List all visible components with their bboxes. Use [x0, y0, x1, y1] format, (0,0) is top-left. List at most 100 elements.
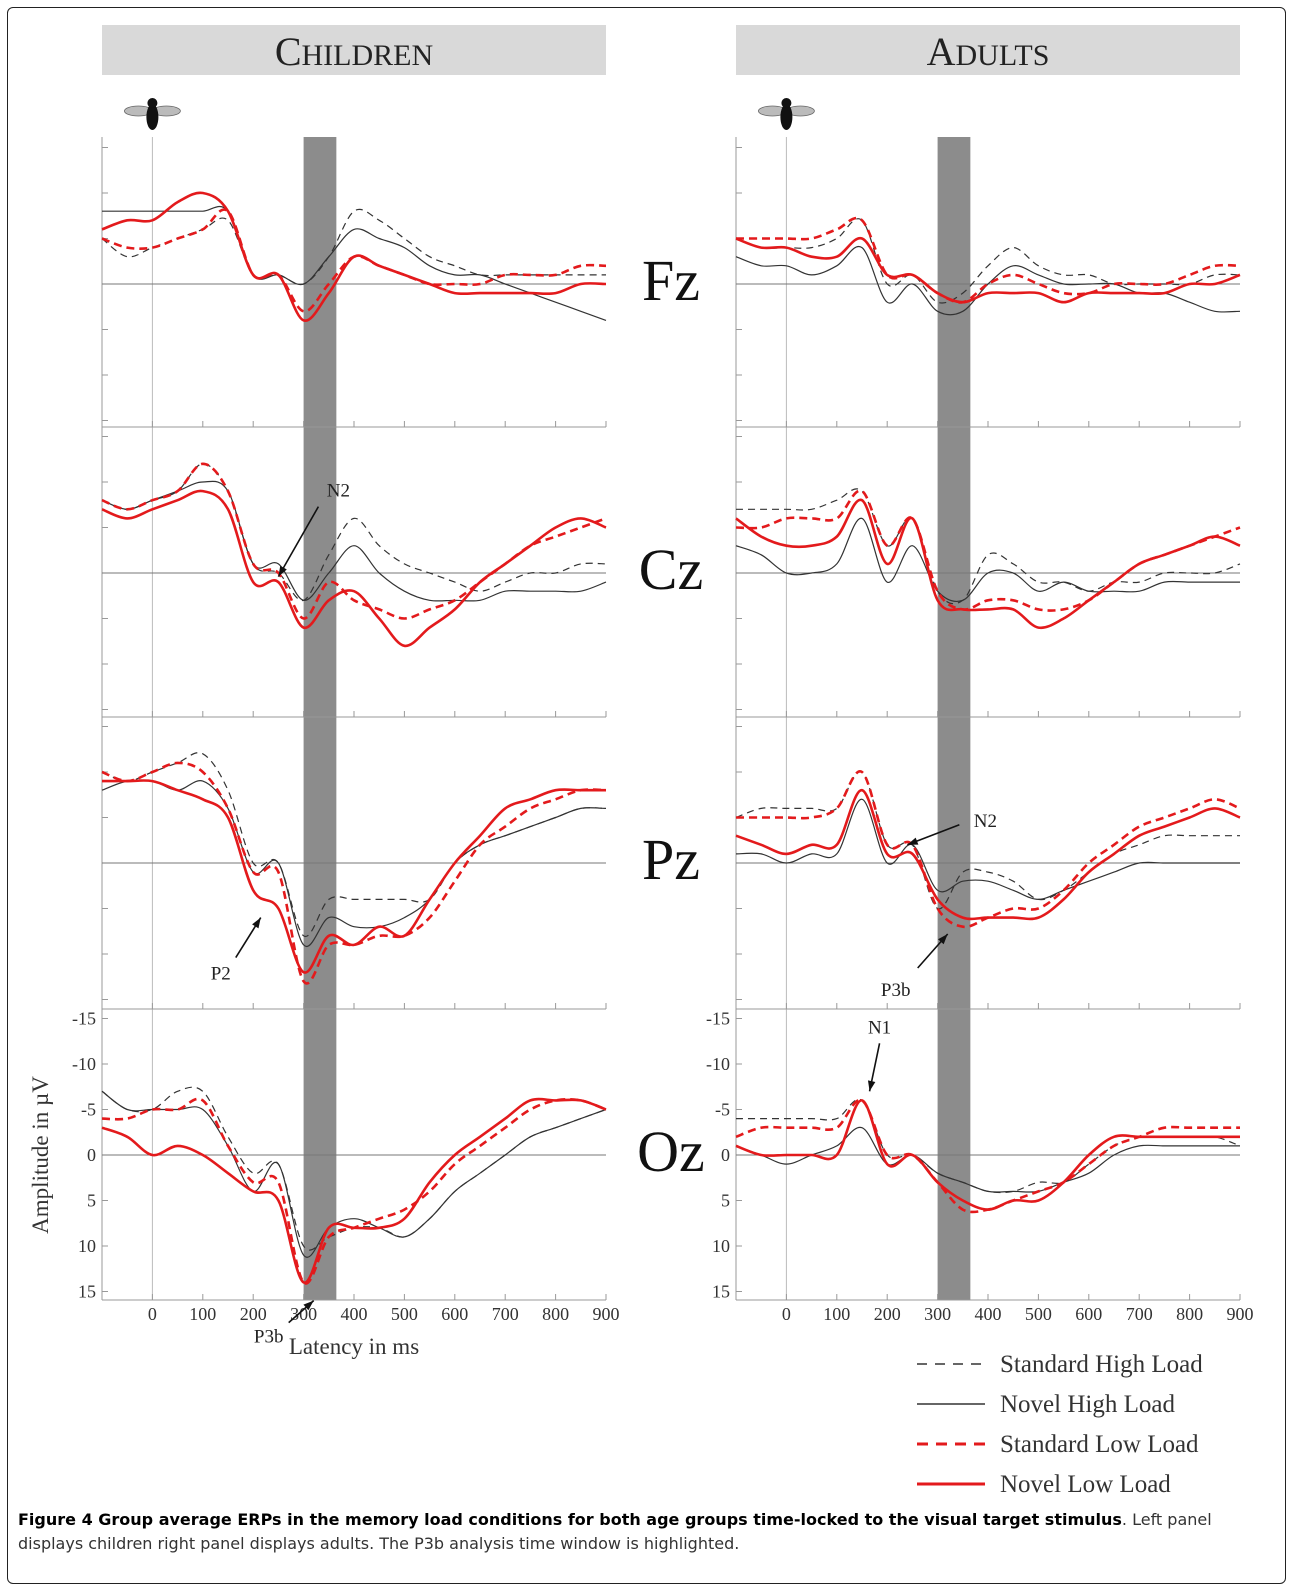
legend-label: Standard Low Load [1000, 1431, 1199, 1458]
annotation-label: N1 [868, 1017, 891, 1038]
series-novel-high-load [735, 517, 1240, 603]
electrode-label-oz: Oz [637, 1119, 705, 1184]
arrow-head [867, 1080, 876, 1092]
series-novel-low-load [101, 1097, 607, 1284]
arrow-head [278, 565, 287, 577]
series-standard-high-load [736, 488, 1241, 605]
y-tick-label: -5 [81, 1100, 96, 1120]
x-tick-label: 0 [148, 1304, 157, 1324]
annotation-label: P3b [881, 980, 911, 1001]
x-tick-label: 900 [1227, 1304, 1254, 1324]
y-tick-label: 5 [87, 1191, 96, 1211]
x-tick-label: 200 [240, 1304, 267, 1324]
annotation-p3b: P3b [881, 933, 949, 1001]
row-Oz [101, 1009, 607, 1301]
x-tick-label: 300 [924, 1304, 951, 1324]
series-novel-low-load [101, 489, 607, 648]
row-Cz [101, 427, 607, 718]
legend-label: Novel High Load [1000, 1391, 1175, 1418]
series-novel-high-load [735, 1126, 1241, 1193]
caption-rest: . Left panel displays children right pan… [18, 1510, 1212, 1553]
series-standard-low-load [736, 216, 1241, 304]
x-tick-label: 600 [1075, 1304, 1102, 1324]
series-standard-high-load [735, 770, 1240, 910]
legend: Standard High Load Novel High Load Standar… [917, 1351, 1203, 1498]
panel-title: CHILDREN [275, 29, 433, 74]
annotation-label: N2 [327, 481, 350, 502]
panel-header [736, 25, 1240, 75]
series-novel-low-load [102, 779, 606, 974]
arrow-head [938, 933, 948, 945]
x-tick-label: 700 [1126, 1304, 1153, 1324]
x-axis-label: Latency in ms [289, 1334, 419, 1359]
y-tick-label: 0 [721, 1145, 730, 1165]
x-tick-label: 0 [782, 1304, 791, 1324]
series-standard-low-load [736, 770, 1241, 929]
arrow-head [907, 837, 919, 845]
x-tick-label: 200 [874, 1304, 901, 1324]
series-novel-high-load [101, 1090, 607, 1258]
annotation-p3b: P3b [254, 1299, 315, 1348]
y-tick-label: 0 [87, 1145, 96, 1165]
x-tick-label: 100 [823, 1304, 850, 1324]
y-tick-label: -10 [72, 1054, 96, 1074]
panel-header [102, 25, 606, 75]
annotation-label: P3b [254, 1327, 284, 1348]
series-novel-low-load [735, 1099, 1240, 1211]
annotation-label: N2 [974, 811, 997, 832]
p3b-window-band [937, 137, 971, 1300]
y-tick-label: -5 [715, 1100, 730, 1120]
x-tick-label: 700 [492, 1304, 519, 1324]
annotation-n2: N2 [277, 481, 350, 578]
legend-label: Novel Low Load [1000, 1471, 1171, 1498]
y-tick-label: 5 [721, 1191, 730, 1211]
y-tick-label: 15 [78, 1282, 96, 1302]
series-standard-high-load [101, 208, 606, 286]
y-tick-label: 10 [712, 1236, 730, 1256]
x-tick-label: 800 [1176, 1304, 1203, 1324]
x-tick-label: 900 [593, 1304, 620, 1324]
annotation-p2: P2 [211, 917, 262, 985]
arrow-head [303, 1300, 314, 1311]
panel-title: ADULTS [927, 29, 1050, 74]
y-tick-label: -10 [706, 1054, 730, 1074]
legend-label: Standard High Load [1000, 1351, 1203, 1378]
series-novel-high-load [735, 798, 1240, 900]
x-tick-label: 400 [341, 1304, 368, 1324]
fly-icon [123, 98, 181, 130]
y-tick-label: -15 [706, 1009, 730, 1029]
series-novel-low-load [735, 788, 1241, 921]
x-tick-label: 300 [290, 1304, 317, 1324]
series-standard-low-load [101, 462, 607, 620]
series-novel-high-load [101, 480, 607, 602]
p3b-window-band [303, 137, 337, 1300]
arrow-head [252, 917, 261, 929]
figure-caption: Figure 4 Group average ERPs in the memor… [18, 1508, 1280, 1556]
series-standard-high-load [735, 218, 1241, 304]
annotation-label: P2 [211, 964, 231, 985]
caption-bold: Figure 4 Group average ERPs in the memor… [18, 1510, 1122, 1529]
annotation-n2: N2 [907, 811, 997, 846]
panel-children: CHILDREN -15 -10 -5 0 5 10 15 0 100 200 300 400 500 60… [72, 25, 620, 1348]
row-Pz [735, 717, 1241, 1010]
series-standard-low-load [735, 489, 1241, 612]
series-novel-low-load [101, 191, 607, 322]
y-tick-label: 15 [712, 1282, 730, 1302]
y-tick-label: -15 [72, 1009, 96, 1029]
electrode-label-pz: Pz [642, 827, 700, 892]
y-tick-label: 10 [78, 1236, 96, 1256]
series-standard-high-load [101, 1086, 607, 1251]
row-Pz [101, 717, 607, 1010]
x-tick-label: 800 [542, 1304, 569, 1324]
annotation-arrow [277, 506, 320, 578]
electrode-label-fz: Fz [642, 248, 700, 313]
series-standard-low-load [101, 1097, 607, 1285]
x-tick-label: 400 [975, 1304, 1002, 1324]
row-Fz [735, 137, 1241, 428]
row-Oz [735, 1009, 1241, 1301]
annotation-n1: N1 [867, 1017, 891, 1092]
series-standard-high-load [101, 752, 607, 937]
y-axis-label: Amplitude in µV [28, 1076, 53, 1234]
series-novel-low-load [735, 498, 1241, 630]
x-tick-label: 100 [189, 1304, 216, 1324]
